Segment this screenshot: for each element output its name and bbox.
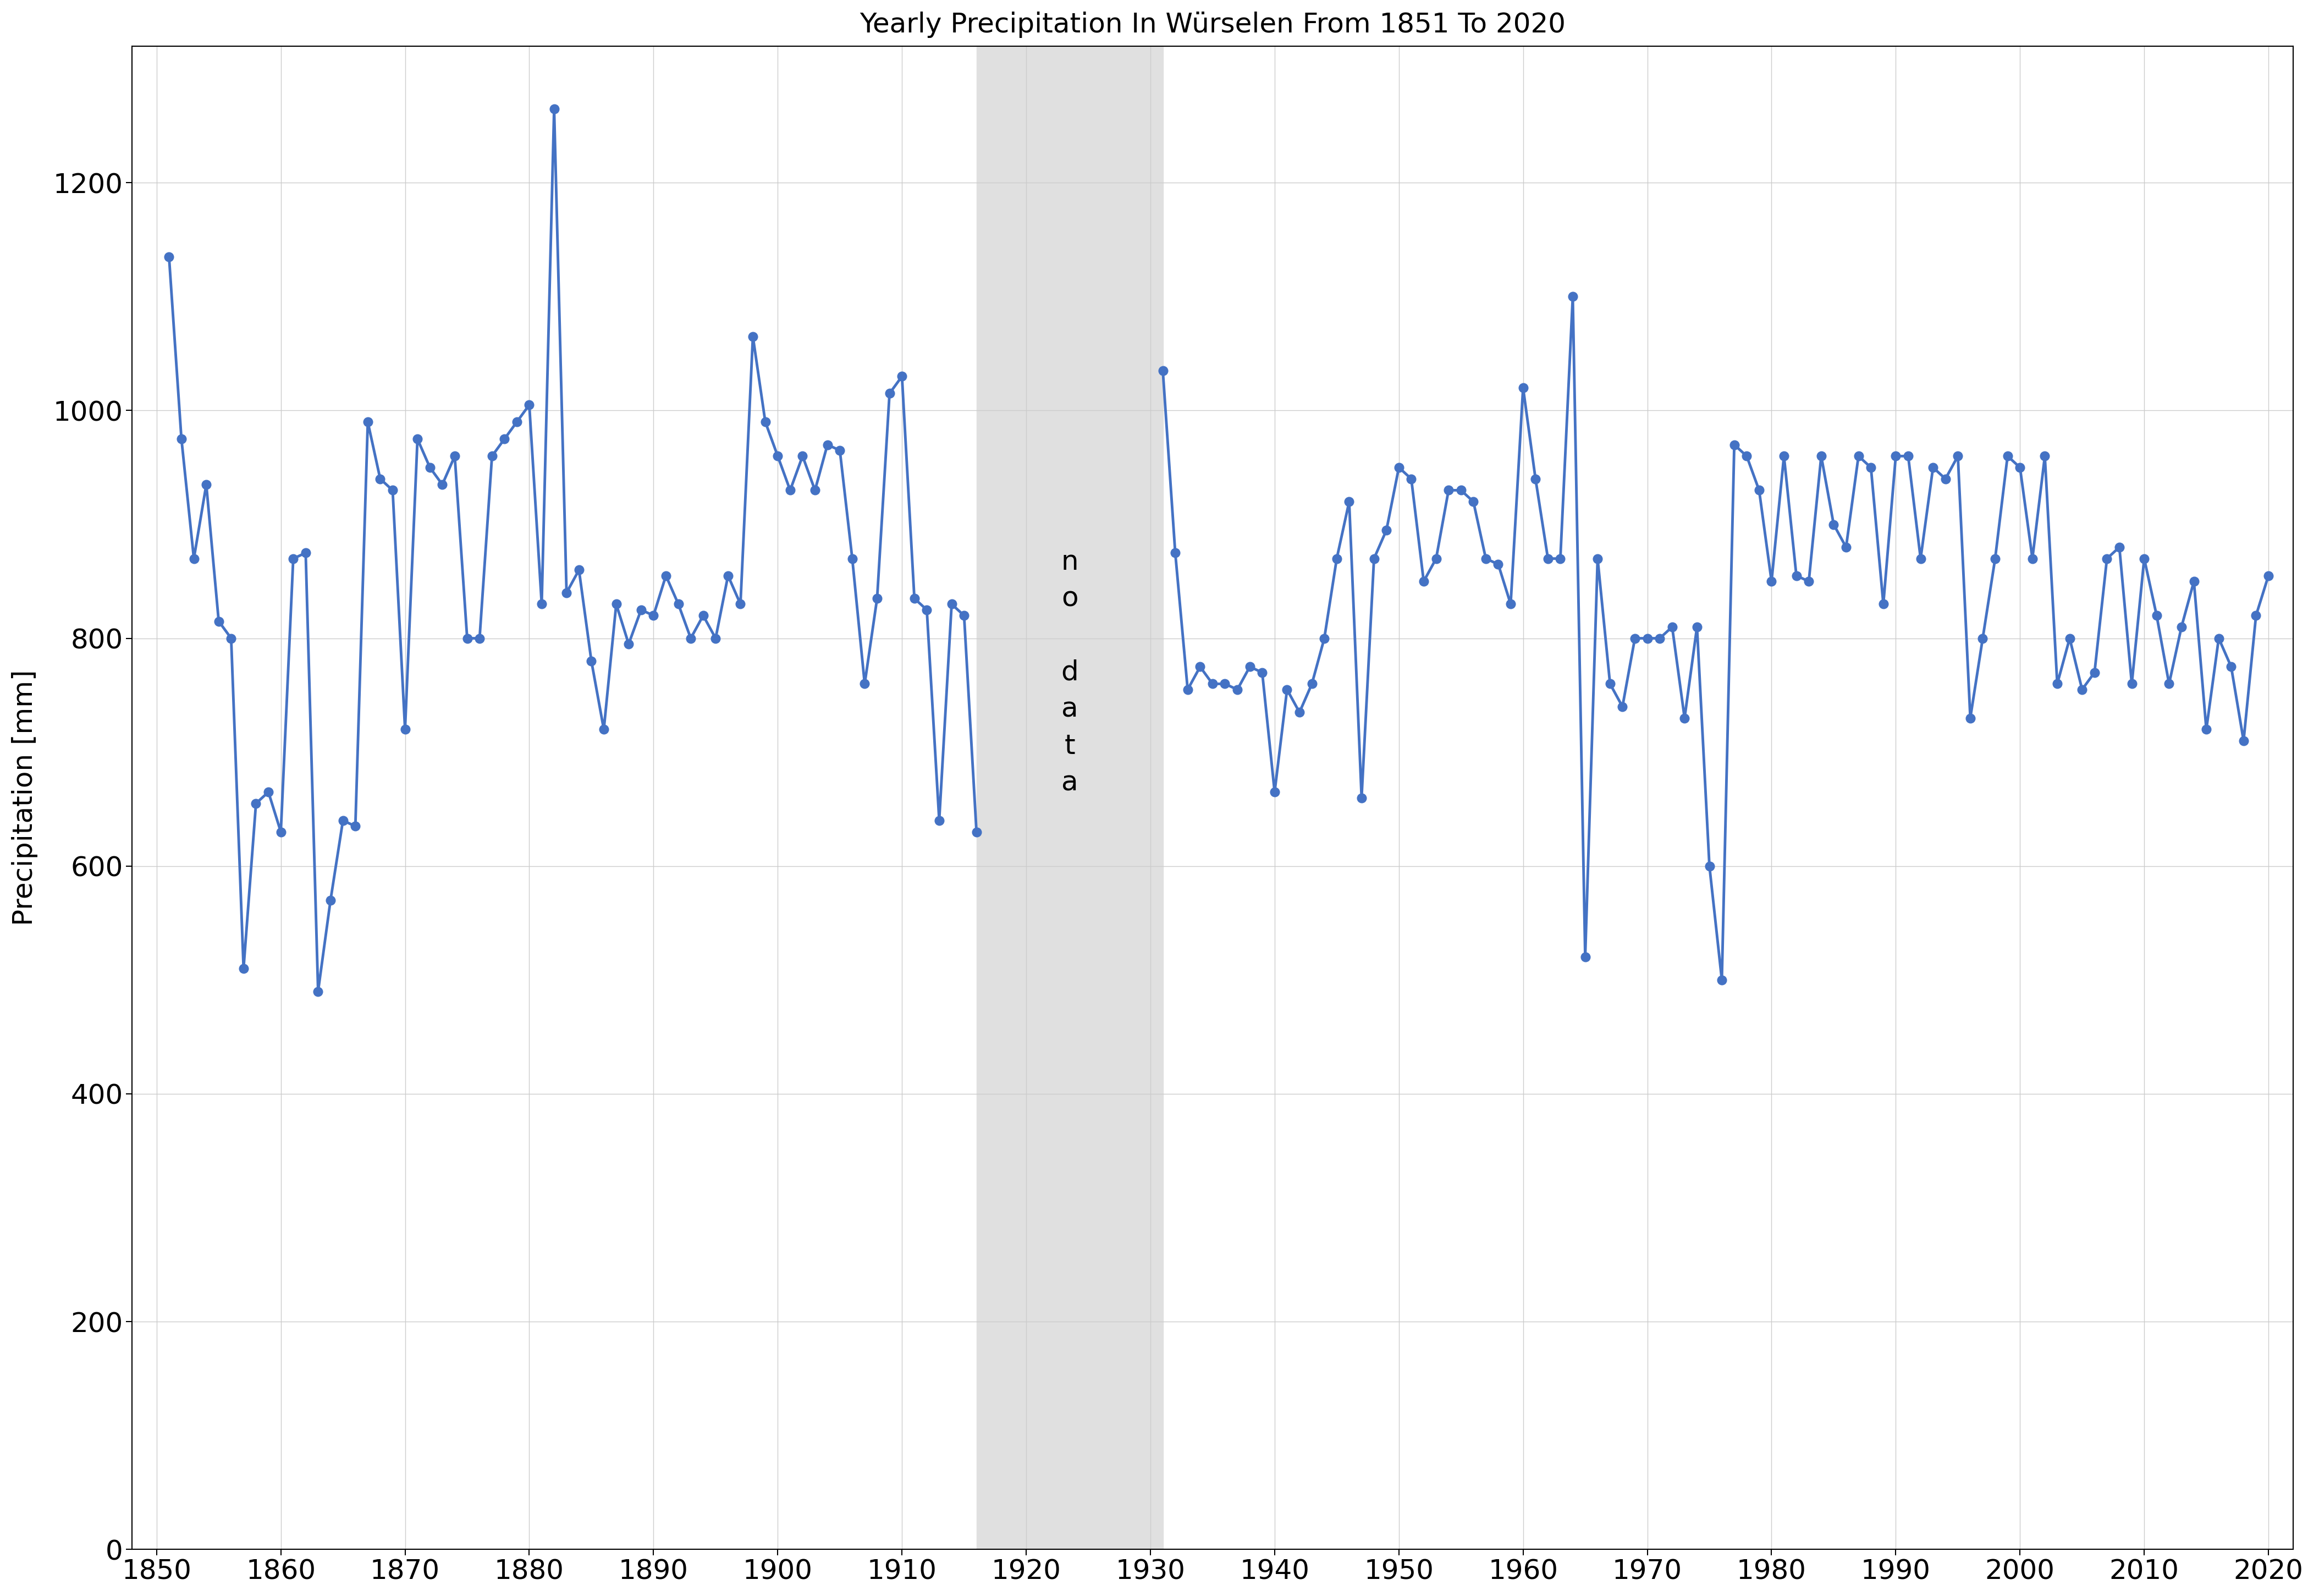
Text: n
o

d
a
t
a: n o d a t a <box>1060 549 1078 796</box>
Y-axis label: Precipitation [mm]: Precipitation [mm] <box>12 670 37 926</box>
Title: Yearly Precipitation In Würselen From 1851 To 2020: Yearly Precipitation In Würselen From 18… <box>860 11 1565 38</box>
Bar <box>976 46 1162 1550</box>
